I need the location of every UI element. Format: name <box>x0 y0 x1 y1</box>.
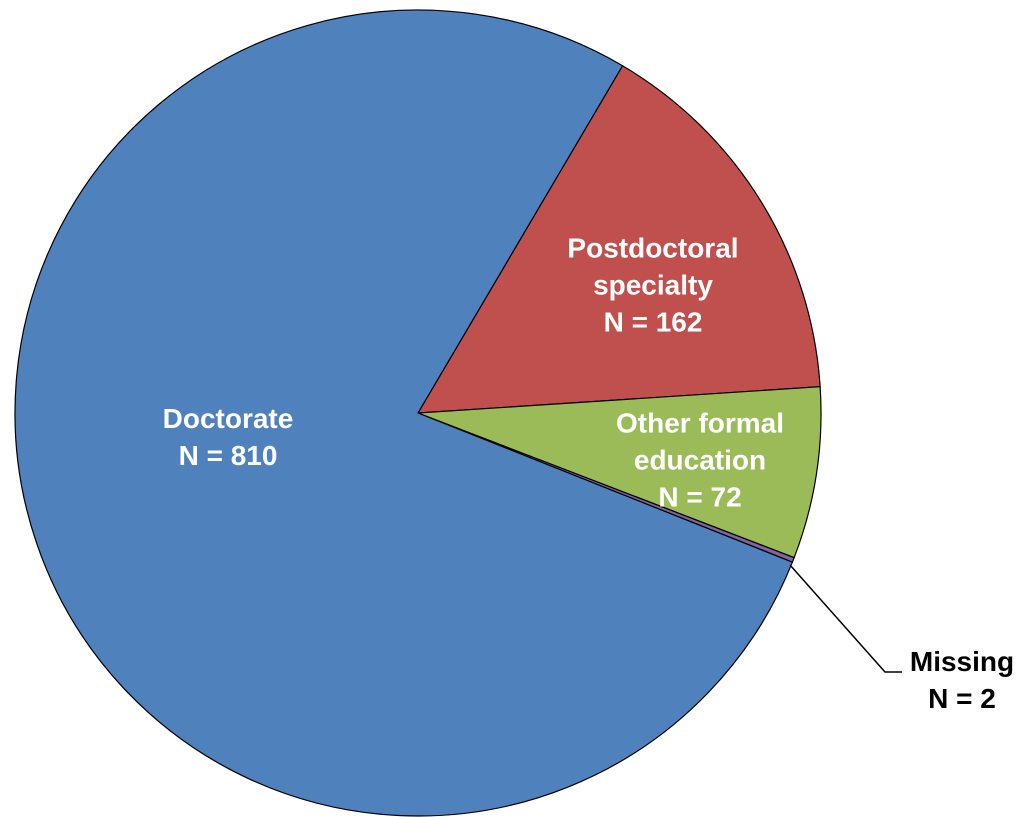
value-label: N = 2 <box>928 683 996 714</box>
category-label: Doctorate <box>162 403 294 434</box>
slice-label: Missing N = 2 <box>892 643 1031 717</box>
pie-slice <box>14 9 794 817</box>
category-label: Postdoctoral specialty <box>567 232 739 301</box>
category-label: Missing <box>909 646 1015 677</box>
value-label: N = 810 <box>178 440 278 471</box>
slice-label: Other formal education N = 72 <box>585 405 815 516</box>
value-label: N = 162 <box>603 306 703 338</box>
slice-label: Doctorate N = 810 <box>128 400 328 474</box>
leader-line <box>789 564 902 673</box>
value-label: N = 72 <box>658 481 742 513</box>
pie-slice <box>417 386 822 559</box>
pie-slice <box>416 64 821 414</box>
category-label: Other formal education <box>615 407 785 476</box>
slice-label: Postdoctoral specialty N = 162 <box>538 230 768 341</box>
